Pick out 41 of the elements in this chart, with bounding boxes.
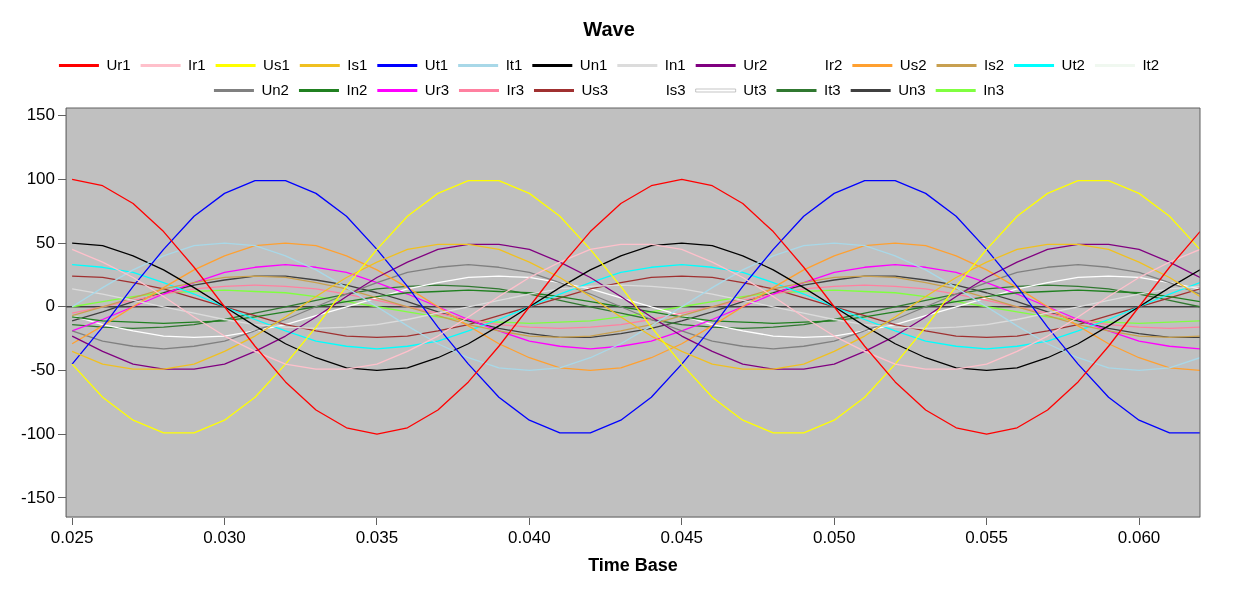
legend-label: It1 xyxy=(505,55,523,73)
legend-label: Ir3 xyxy=(506,80,524,98)
x-tick-label: 0.045 xyxy=(660,527,704,547)
legend-label: Ur1 xyxy=(106,55,131,73)
x-tick-label: 0.055 xyxy=(965,527,1008,547)
y-tick-label: -150 xyxy=(20,487,56,507)
x-tick-label: 0.050 xyxy=(812,527,856,547)
x-axis-title: Time Base xyxy=(588,555,678,576)
legend-label: In2 xyxy=(346,80,368,98)
legend-label: Ur2 xyxy=(743,55,768,73)
text: Is3 xyxy=(665,80,686,98)
legend-label: Is2 xyxy=(984,55,1005,73)
legend-label: Ut2 xyxy=(1061,55,1085,73)
y-tick-label: 0 xyxy=(45,296,56,316)
y-tick-label: -100 xyxy=(20,423,56,443)
legend-label: Us1 xyxy=(263,55,290,73)
y-tick-label: 150 xyxy=(26,105,56,125)
legend-label: Un2 xyxy=(261,80,289,98)
x-tick-label: 0.025 xyxy=(50,527,94,547)
x-tick-label: 0.060 xyxy=(1117,527,1161,547)
text: Ir2 xyxy=(824,55,843,73)
y-tick-label: -50 xyxy=(30,360,56,380)
legend-label: Un1 xyxy=(579,55,608,73)
chart-title: Wave xyxy=(583,17,635,40)
legend-label: Ur3 xyxy=(424,80,449,98)
x-tick-label: 0.030 xyxy=(203,527,246,547)
legend-label: Us3 xyxy=(581,80,609,98)
x-tick-label: 0.040 xyxy=(508,527,551,547)
y-tick-label: 100 xyxy=(26,169,56,189)
x-tick-label: 0.035 xyxy=(355,527,399,547)
legend-label: Ut1 xyxy=(424,55,449,73)
legend-label: Us2 xyxy=(899,55,927,73)
legend-label: It2 xyxy=(1142,55,1160,73)
legend-label: In1 xyxy=(664,55,686,73)
legend-label: Un3 xyxy=(898,80,926,98)
legend-label: In3 xyxy=(983,80,1005,98)
legend-label: It3 xyxy=(824,80,841,98)
legend-label: Ut3 xyxy=(743,80,767,98)
legend-label: Ir1 xyxy=(188,55,206,73)
y-tick-label: 50 xyxy=(36,232,56,252)
legend-label: Is1 xyxy=(347,55,368,73)
